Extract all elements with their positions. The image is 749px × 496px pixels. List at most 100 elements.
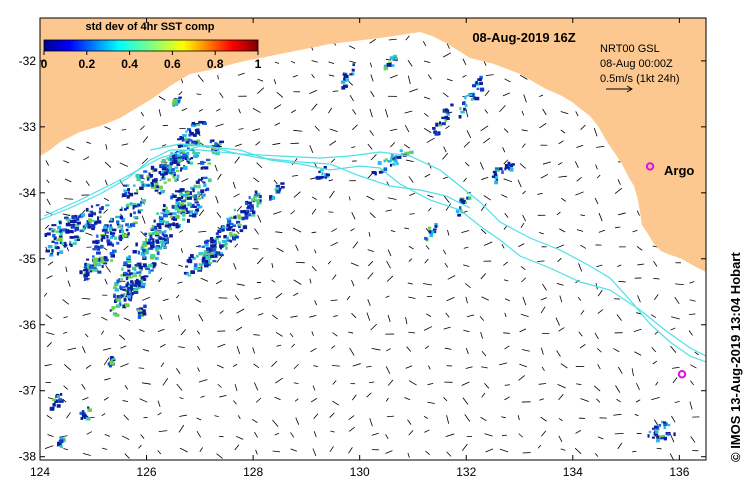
current-vector-icon [312,385,316,391]
current-vector-icon [539,123,547,129]
current-vector-icon [311,208,317,215]
current-vector-icon [234,444,240,451]
sst-pixel [92,255,95,258]
current-vector-icon [312,448,317,457]
sst-pixel [142,309,146,313]
sst-pixel [185,140,190,144]
current-vector-icon [198,230,207,233]
current-vector-icon [463,329,470,333]
sst-pixel [155,239,159,242]
sst-pixel [110,217,113,222]
sst-pixel [172,98,178,103]
current-vector-icon [124,385,129,390]
sst-pixel [140,313,145,317]
sst-pixel [193,198,198,201]
sst-pixel [158,171,162,175]
sst-pixel [135,173,141,178]
sst-pixel [56,404,61,408]
current-vector-icon [501,194,508,198]
sst-pixel [655,430,659,434]
current-vector-icon [351,279,355,287]
current-vector-icon [253,363,260,369]
sst-pixel [246,207,250,210]
sst-pixel [120,286,126,289]
sst-pixel [134,192,139,195]
current-vector-icon [199,447,204,452]
sst-pixel [433,228,437,231]
sst-pixel [136,262,142,267]
current-vector-icon [446,415,450,424]
sst-pixel [244,215,249,219]
current-vector-icon [234,243,239,248]
sst-pixel [151,170,156,173]
current-vector-icon [463,177,467,183]
sst-pixel [142,183,146,188]
current-vector-icon [85,180,90,186]
current-vector-icon [292,74,298,78]
current-vector-icon [390,142,396,148]
current-vector-icon [292,227,302,233]
sst-pixel [163,181,167,184]
sst-pixel [104,260,108,263]
sst-pixel [156,241,160,244]
sst-pixel [184,194,190,199]
sst-pixel [392,156,396,160]
sst-pixel [60,393,63,396]
sst-pixel [318,170,321,174]
current-vector-icon [45,211,52,215]
sst-pixel [144,251,148,254]
sst-pixel [95,257,99,261]
current-vector-icon [119,179,125,187]
current-vector-icon [523,94,527,103]
current-vector-icon [405,35,410,41]
current-vector-icon [234,156,240,164]
sst-pixel [168,165,172,170]
sst-pixel [441,122,446,126]
x-tick-label: 124 [30,465,50,479]
sst-pixel [96,251,101,255]
current-vector-icon [656,447,662,450]
current-vector-icon [556,350,561,357]
argo-float-marker [677,370,687,379]
current-vector-icon [521,129,528,132]
current-vector-icon [216,453,223,459]
sst-pixel [195,180,200,184]
sst-pixel [68,219,72,223]
current-vector-icon [618,366,623,374]
sst-pixel [231,228,236,232]
sst-pixel [74,214,78,218]
sst-pixel [137,315,142,319]
current-vector-icon [45,314,52,320]
current-vector-icon [252,419,258,423]
sst-pixel [84,266,89,269]
sst-pixel [371,171,376,174]
sst-pixel [211,146,216,150]
current-vector-icon [427,382,434,386]
current-vector-icon [252,128,261,132]
sst-pixel [79,270,83,275]
sst-pixel [276,189,281,194]
sst-pixel [167,158,172,161]
sst-pixel [92,264,96,268]
current-vector-icon [138,367,145,369]
sst-pixel [242,225,248,230]
current-vector-icon [575,191,584,196]
current-vector-icon [238,108,241,114]
x-tick-label: 134 [563,465,583,479]
current-vector-icon [689,281,695,284]
sst-pixel [225,246,228,250]
sst-pixel [385,158,388,162]
sst-pixel [495,167,499,170]
sst-pixel [187,161,191,164]
sst-pixel [210,254,215,258]
current-vector-icon [521,349,530,352]
sst-pixel [133,288,137,291]
sst-pixel [479,75,483,80]
current-vector-icon [330,430,335,433]
sst-pixel [439,121,441,125]
sst-pixel [498,167,503,171]
current-vector-icon [580,398,589,402]
current-vector-icon [139,398,148,403]
sst-pixel [196,267,202,271]
sst-pixel [126,281,129,284]
